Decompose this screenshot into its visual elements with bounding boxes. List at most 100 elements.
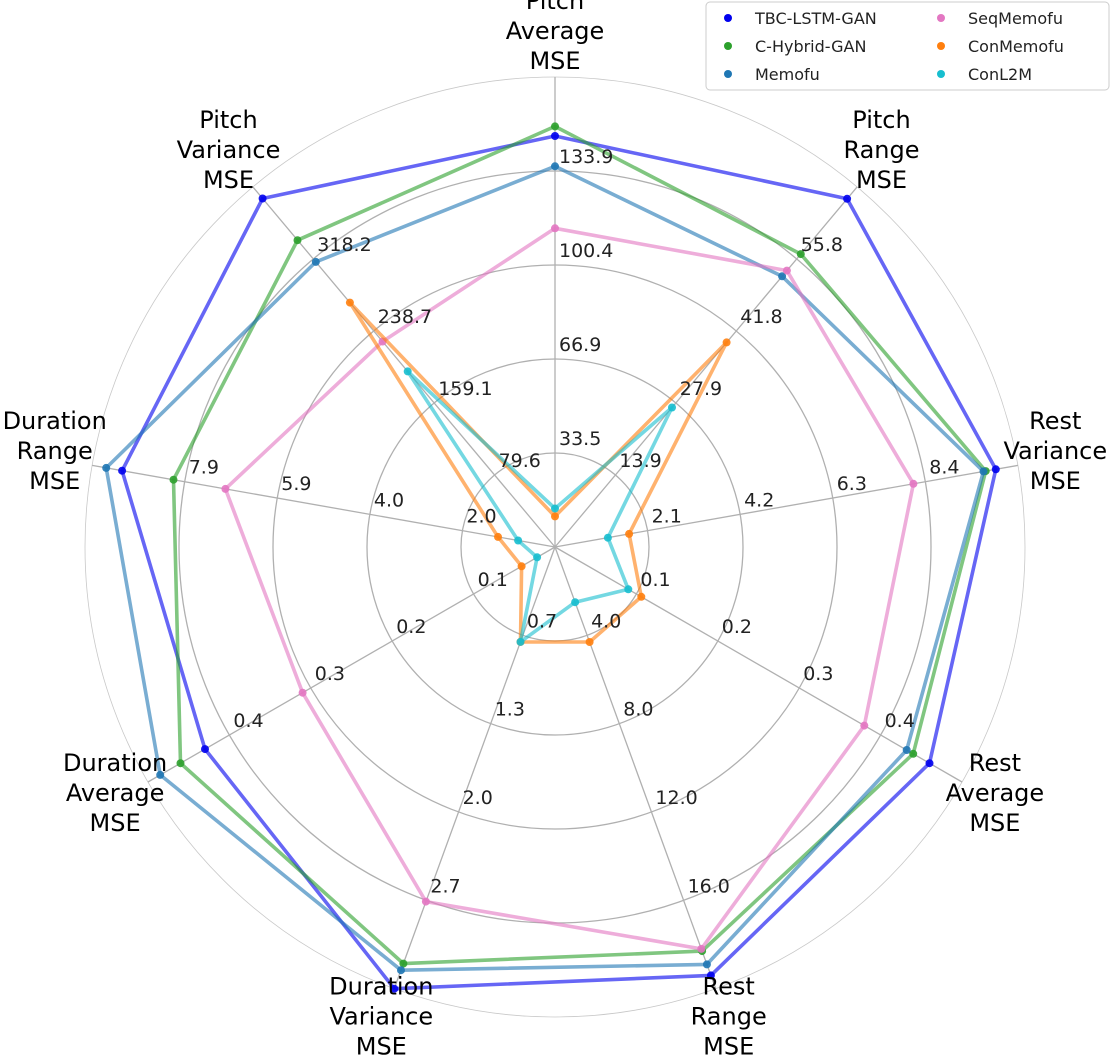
series-line — [348, 300, 729, 644]
data-point — [796, 250, 805, 259]
data-point — [514, 536, 523, 545]
series-seqmemofu — [221, 224, 918, 953]
radar-series — [102, 122, 1000, 993]
data-point — [782, 266, 791, 275]
tick-label: 33.5 — [559, 428, 601, 450]
tick-label: 0.3 — [315, 663, 345, 685]
axis-label-line: MSE — [1030, 467, 1081, 495]
data-point — [298, 688, 307, 697]
data-point — [118, 466, 127, 475]
data-point — [979, 467, 988, 476]
tick-label: 159.1 — [438, 378, 492, 400]
data-point — [494, 532, 502, 541]
tick-label: 1.3 — [495, 699, 525, 721]
tick-label: 8.0 — [623, 699, 653, 721]
data-point — [551, 132, 559, 140]
data-point — [909, 479, 918, 488]
axis-label-line: Range — [843, 136, 919, 164]
axis-label: Duration Average MSE — [63, 749, 167, 837]
tick-label: 0.7 — [527, 610, 557, 632]
tick-label: 0.2 — [722, 616, 752, 638]
series-line — [120, 134, 998, 991]
data-point — [201, 745, 209, 754]
data-point — [403, 367, 412, 376]
tick-label: 0.2 — [396, 616, 426, 638]
radar-tick-labels: 33.5 66.9 100.4 133.9 13.9 27.9 41.8 55.8 2.1 4.2… — [189, 146, 960, 897]
legend-label: C-Hybrid-GAN — [755, 37, 866, 56]
spoke-3 — [554, 546, 963, 783]
axis-label-line: MSE — [356, 1032, 407, 1057]
legend-marker — [724, 14, 732, 22]
data-point — [421, 897, 430, 906]
data-point — [925, 759, 934, 768]
series-memofu — [102, 162, 988, 975]
spoke-5 — [393, 546, 556, 989]
legend-box — [705, 1, 1110, 91]
tick-label: 0.3 — [803, 663, 833, 685]
axis-label-line: Range — [691, 1002, 767, 1030]
axis-label-line: Average — [66, 779, 165, 807]
tick-label: 133.9 — [559, 146, 613, 168]
data-point — [102, 463, 111, 472]
axis-label-line: MSE — [529, 47, 580, 75]
tick-label: 12.0 — [655, 787, 697, 809]
axis-label: Rest Average MSE — [946, 749, 1045, 837]
legend-item: Memofu — [724, 65, 820, 84]
data-point — [706, 971, 715, 980]
axis-label-line: Variance — [1003, 437, 1107, 465]
data-point — [516, 637, 525, 646]
tick-label: 0.1 — [478, 569, 508, 591]
axis-label-line: Pitch — [852, 106, 910, 134]
tick-label: 2.0 — [466, 506, 496, 528]
axis-label-line: MSE — [29, 467, 80, 495]
data-point — [637, 592, 646, 601]
tick-label: 66.9 — [559, 334, 601, 356]
legend-item: ConL2M — [937, 65, 1032, 84]
tick-label: 2.7 — [430, 875, 460, 897]
data-point — [585, 638, 594, 646]
tick-label: 0.1 — [640, 569, 670, 591]
data-point — [551, 122, 559, 131]
legend-label: ConL2M — [968, 65, 1032, 84]
legend-label: TBC-LSTM-GAN — [754, 9, 877, 28]
data-point — [258, 194, 267, 203]
tick-label: 27.9 — [680, 378, 722, 400]
series-conl2m — [403, 367, 676, 646]
axis-label-line: Duration — [63, 749, 167, 777]
data-point — [624, 585, 633, 594]
tick-label: 0.4 — [885, 710, 915, 732]
series-line — [171, 124, 988, 966]
axis-label-line: Rest — [703, 972, 755, 1000]
legend-item: ConMemofu — [937, 37, 1064, 56]
tick-label: 2.0 — [463, 787, 493, 809]
axis-label-line: Variance — [177, 136, 281, 164]
tick-label: 16.0 — [688, 875, 730, 897]
data-point — [293, 236, 302, 245]
axis-label-line: Rest — [1029, 407, 1081, 435]
data-point — [697, 944, 706, 953]
axis-label-line: MSE — [90, 809, 141, 837]
tick-label: 4.0 — [374, 489, 404, 511]
data-point — [909, 749, 918, 758]
radar-grid — [84, 76, 1026, 1018]
legend: TBC-LSTM-GAN C-Hybrid-GAN Memofu SeqMemofu C… — [705, 1, 1110, 91]
data-point — [156, 770, 165, 779]
data-point — [843, 194, 852, 203]
data-point — [397, 966, 405, 975]
legend-label: SeqMemofu — [968, 9, 1063, 28]
axis-label-line: MSE — [856, 166, 907, 194]
series-tbc-lstm-gan — [118, 132, 1000, 993]
data-point — [702, 960, 711, 969]
axis-label-line: Rest — [969, 749, 1021, 777]
tick-label: 0.4 — [233, 710, 263, 732]
legend-label: ConMemofu — [968, 37, 1064, 56]
data-point — [668, 403, 676, 412]
tick-label: 55.8 — [801, 234, 843, 256]
legend-marker — [937, 14, 945, 22]
spoke-8 — [252, 186, 556, 548]
data-point — [722, 338, 731, 347]
data-point — [221, 484, 230, 493]
data-point — [551, 224, 559, 233]
